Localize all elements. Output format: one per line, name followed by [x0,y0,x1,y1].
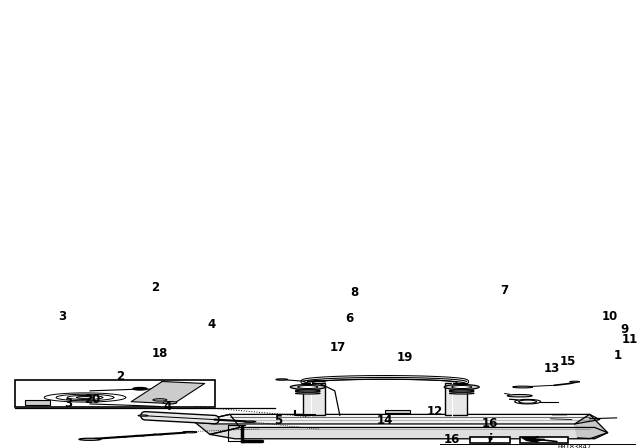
Ellipse shape [276,379,288,380]
Text: 2: 2 [116,370,124,383]
Text: 12: 12 [427,405,443,418]
Circle shape [518,400,537,403]
Text: 4: 4 [164,400,172,413]
Text: 00183847: 00183847 [557,444,591,448]
Text: 17: 17 [330,341,346,354]
Polygon shape [131,382,205,404]
Polygon shape [210,427,607,439]
Text: 14: 14 [376,414,393,427]
Ellipse shape [295,391,320,392]
Ellipse shape [183,431,197,433]
Polygon shape [522,438,545,442]
Polygon shape [575,414,607,439]
Ellipse shape [449,389,474,391]
Ellipse shape [508,395,532,397]
Text: 19: 19 [397,351,413,364]
Text: 16: 16 [444,433,460,446]
Circle shape [163,401,177,404]
Text: 15: 15 [559,355,576,368]
Ellipse shape [449,391,474,392]
Text: 6: 6 [346,312,354,325]
Text: 7: 7 [500,284,509,297]
Polygon shape [195,414,240,435]
Circle shape [515,399,541,404]
Bar [445,383,467,415]
Circle shape [133,388,147,390]
Bar [520,437,568,443]
Bar [470,437,509,443]
Ellipse shape [449,393,474,394]
Circle shape [153,399,167,401]
Ellipse shape [298,386,318,388]
Text: 20: 20 [84,393,100,406]
Text: 1: 1 [614,349,621,362]
Text: 3: 3 [64,397,72,410]
Text: 13: 13 [543,362,560,375]
Text: i: i [488,434,492,447]
Text: 16: 16 [481,417,498,430]
Text: 2: 2 [151,281,159,294]
Text: 11: 11 [621,333,637,346]
Ellipse shape [291,384,325,389]
Text: 4: 4 [208,318,216,331]
Bar [15,379,215,407]
Ellipse shape [444,384,479,389]
Bar [385,410,410,413]
Text: 8: 8 [351,286,359,299]
Text: 5: 5 [274,414,282,426]
Ellipse shape [244,421,256,422]
Ellipse shape [570,381,580,383]
Ellipse shape [295,393,320,394]
Ellipse shape [513,386,532,388]
Bar [303,383,325,415]
Ellipse shape [138,415,148,416]
Text: 3: 3 [58,310,66,323]
Ellipse shape [79,438,101,440]
Text: 18: 18 [152,347,168,360]
Bar [25,401,50,405]
Polygon shape [195,414,600,424]
Ellipse shape [452,386,472,388]
Text: 10: 10 [602,310,618,323]
Ellipse shape [295,389,320,391]
Text: 9: 9 [621,323,628,336]
